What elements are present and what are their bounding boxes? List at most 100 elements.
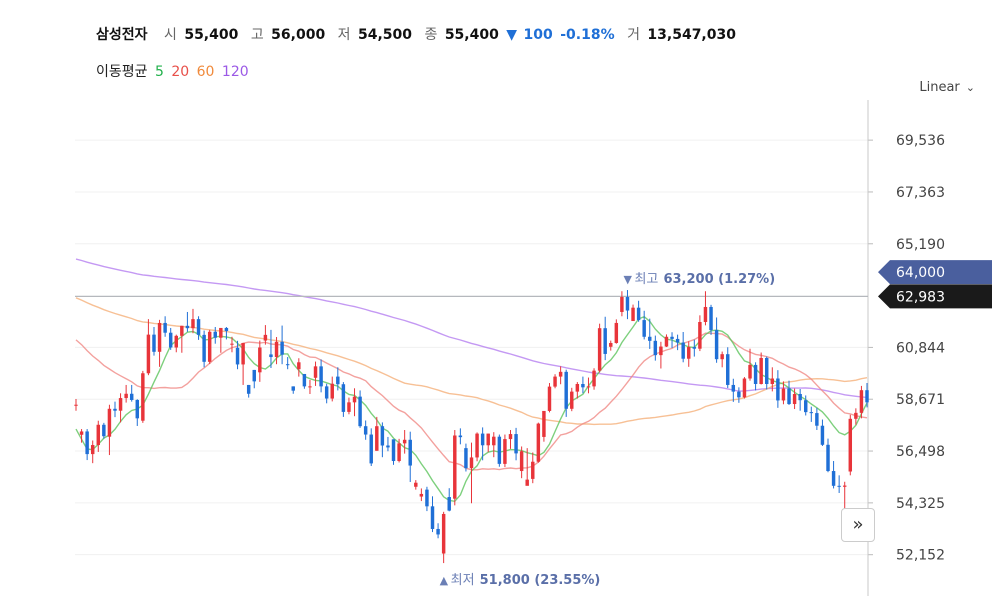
close-value: 55,400 <box>444 27 499 43</box>
stock-name: 삼성전자 <box>96 27 148 43</box>
candle-body <box>369 434 373 464</box>
candle-body <box>536 423 541 462</box>
candle-body <box>363 426 368 435</box>
candle-body <box>213 331 217 338</box>
min-annotation-value: 51,800 (23.55%) <box>480 573 601 588</box>
candle-body <box>586 386 591 388</box>
candle-body <box>163 322 167 333</box>
candle-body <box>319 366 323 387</box>
ma-legend-5: 5 <box>154 64 164 80</box>
candle-body <box>352 396 357 403</box>
candle-body <box>670 336 674 339</box>
candle-body <box>157 322 162 352</box>
candle-body <box>820 425 825 445</box>
last-price-tag-shape <box>878 284 992 309</box>
candle-body <box>102 424 106 437</box>
chevron-down-icon: ⌄ <box>965 81 975 94</box>
candle-body <box>263 334 268 341</box>
candle-body <box>336 376 340 385</box>
candle-body <box>648 336 652 341</box>
moving-average-legend: 이동평균 5 20 60 120 <box>96 61 252 81</box>
candle-body <box>787 388 791 405</box>
candle-body <box>285 364 290 366</box>
price-summary: 삼성전자 시 55,400 고 56,000 저 54,500 종 55,400… <box>96 24 744 44</box>
candle-body <box>291 386 295 391</box>
last-price-tag-label: 62,983 <box>896 289 945 305</box>
candle-body <box>831 471 836 486</box>
candle-body <box>358 396 362 427</box>
max-annotation-arrow: ▼ <box>623 273 632 286</box>
candle-body <box>258 347 262 373</box>
candle-body <box>280 341 284 355</box>
candle-body <box>196 319 201 335</box>
y-tick-label: 67,363 <box>896 185 945 201</box>
candle-body <box>241 342 245 365</box>
candle-body <box>776 378 780 401</box>
candle-body <box>230 343 234 345</box>
candle-body <box>731 384 736 392</box>
candle-body <box>865 390 869 403</box>
candle-body <box>547 386 552 411</box>
candle-body <box>168 332 173 348</box>
ma120-line <box>75 258 868 399</box>
candle-body <box>486 433 490 446</box>
candle-body <box>252 369 256 382</box>
candle-body <box>553 376 557 387</box>
change-down-icon: ▼ <box>506 27 518 43</box>
candle-body <box>726 354 730 385</box>
candle-body <box>113 408 117 411</box>
candle-body <box>313 366 318 378</box>
candle-body <box>246 384 251 394</box>
y-tick-label: 52,152 <box>896 548 945 564</box>
candle-body <box>525 479 529 486</box>
ma60-line <box>75 297 868 426</box>
candle-body <box>597 328 602 371</box>
candle-body <box>74 404 78 406</box>
candle-body <box>781 388 786 401</box>
ma-legend-120: 120 <box>221 64 249 80</box>
volume-value: 13,547,030 <box>647 27 736 43</box>
y-tick-label: 69,536 <box>896 133 945 149</box>
candle-body <box>402 439 407 444</box>
candle-body <box>692 347 697 349</box>
candle-body <box>453 435 457 499</box>
low-value: 54,500 <box>357 27 413 43</box>
candle-body <box>135 399 140 419</box>
candle-body <box>302 373 307 387</box>
candle-body <box>492 436 496 446</box>
scroll-latest-button[interactable]: » <box>841 508 875 542</box>
candle-body <box>174 335 178 348</box>
current-price-tag-label: 64,000 <box>896 265 945 281</box>
candle-body <box>631 307 635 322</box>
candle-body <box>859 390 864 413</box>
candle-body <box>664 336 669 347</box>
change-percent: -0.18% <box>560 27 615 43</box>
ma-legend-label: 이동평균 <box>96 64 148 80</box>
candle-body <box>497 436 502 464</box>
candle-body <box>475 433 479 458</box>
high-value: 56,000 <box>271 27 326 43</box>
current-price-tag-shape <box>878 260 992 285</box>
candle-body <box>659 346 663 356</box>
candle-body <box>207 331 212 362</box>
candle-body <box>581 383 585 388</box>
scale-selector[interactable]: Linear ⌄ <box>919 80 975 95</box>
candle-body <box>720 354 724 360</box>
candle-body <box>620 296 624 312</box>
candle-body <box>531 461 535 479</box>
candle-body <box>441 513 446 554</box>
candle-body <box>792 394 797 405</box>
candle-body <box>514 434 518 454</box>
y-tick-label: 65,190 <box>896 237 945 253</box>
candle-body <box>419 493 424 497</box>
candle-body <box>508 434 513 440</box>
candle-body <box>842 485 847 487</box>
candle-body <box>803 400 808 413</box>
candle-body <box>542 410 546 437</box>
change-value: 100 <box>523 27 553 43</box>
candle-body <box>742 378 747 398</box>
candle-body <box>447 497 451 511</box>
candle-body <box>191 319 195 329</box>
candle-body <box>558 371 563 377</box>
